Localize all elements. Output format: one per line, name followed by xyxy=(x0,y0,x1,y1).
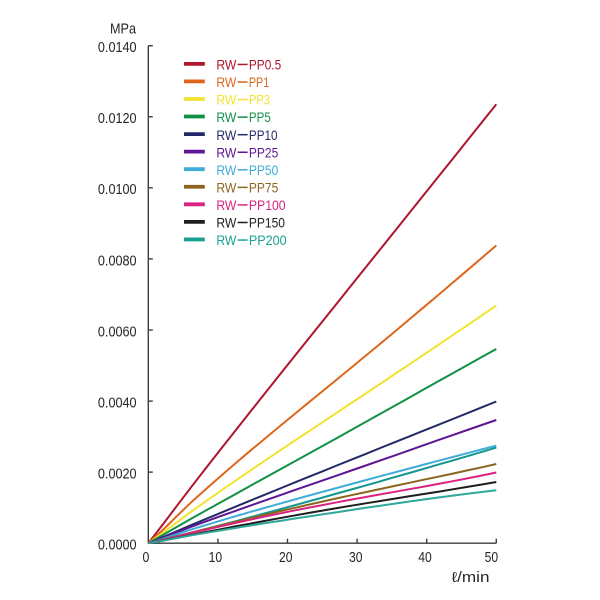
svg-text:0.0080: 0.0080 xyxy=(98,253,137,269)
svg-text:RW: RW xyxy=(216,92,237,108)
svg-text:PP3: PP3 xyxy=(249,92,270,108)
svg-text:0.0020: 0.0020 xyxy=(98,467,137,483)
svg-text:RW: RW xyxy=(216,197,237,213)
svg-text:RW: RW xyxy=(216,162,237,178)
svg-text:20: 20 xyxy=(279,550,293,566)
svg-text:PP100: PP100 xyxy=(249,197,286,213)
svg-text:0.0120: 0.0120 xyxy=(98,111,137,127)
svg-text:PP5: PP5 xyxy=(249,109,271,125)
svg-text:RW: RW xyxy=(216,179,237,195)
svg-text:0.0040: 0.0040 xyxy=(98,396,137,412)
svg-text:0.0060: 0.0060 xyxy=(98,324,137,340)
svg-text:PP1: PP1 xyxy=(249,74,269,90)
svg-text:10: 10 xyxy=(209,550,223,566)
svg-text:50: 50 xyxy=(485,550,499,566)
svg-text:0.0100: 0.0100 xyxy=(98,182,137,198)
svg-text:ℓ/min: ℓ/min xyxy=(452,570,490,586)
svg-text:PP25: PP25 xyxy=(249,144,279,160)
svg-text:PP200: PP200 xyxy=(249,232,287,248)
svg-text:RW: RW xyxy=(216,215,237,231)
svg-text:PP10: PP10 xyxy=(249,127,278,143)
svg-text:0.0140: 0.0140 xyxy=(98,40,137,56)
svg-text:PP50: PP50 xyxy=(249,162,279,178)
svg-text:40: 40 xyxy=(418,550,432,566)
svg-text:RW: RW xyxy=(216,109,237,125)
svg-text:0.0000: 0.0000 xyxy=(98,538,137,554)
svg-text:PP0.5: PP0.5 xyxy=(249,57,281,73)
svg-text:RW: RW xyxy=(216,232,237,248)
svg-text:30: 30 xyxy=(349,550,363,566)
svg-text:PP150: PP150 xyxy=(249,215,285,231)
svg-text:RW: RW xyxy=(216,144,237,160)
svg-text:RW: RW xyxy=(216,74,237,90)
svg-text:MPa: MPa xyxy=(110,22,136,38)
svg-text:PP75: PP75 xyxy=(249,179,279,195)
svg-text:RW: RW xyxy=(216,57,237,73)
svg-text:RW: RW xyxy=(216,127,237,143)
svg-text:0: 0 xyxy=(143,550,150,566)
